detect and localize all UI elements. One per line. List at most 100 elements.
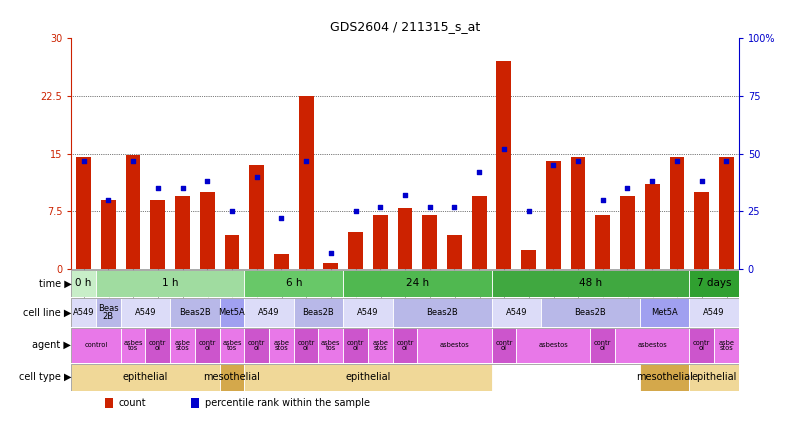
Text: A549: A549 [357,308,378,317]
Bar [245,364,492,391]
Bar [689,328,714,362]
Point [225,208,238,215]
Text: A549: A549 [134,308,156,317]
Point [126,157,139,164]
Text: contr
ol: contr ol [297,340,315,351]
Bar [398,208,412,270]
Point [349,208,362,215]
Text: 48 h: 48 h [579,278,602,288]
Bar [121,328,146,362]
Bar [126,155,140,270]
Bar [269,328,294,362]
Point [424,203,437,210]
Bar [245,270,343,297]
Bar [417,328,492,362]
Bar [294,328,318,362]
Point [720,157,733,164]
Text: A549: A549 [505,308,527,317]
Bar [151,200,165,270]
Text: contr
ol: contr ol [248,340,266,351]
Bar [249,165,264,270]
Bar [516,328,590,362]
Text: cell line ▶: cell line ▶ [23,307,71,317]
Text: GDS2604 / 211315_s_at: GDS2604 / 211315_s_at [330,20,480,33]
Bar [96,298,121,327]
Point [497,145,510,152]
Point [596,196,609,203]
Text: 7 days: 7 days [697,278,731,288]
Bar [71,298,96,327]
Text: A549: A549 [73,308,95,317]
Bar [294,298,343,327]
Bar [521,250,536,270]
Text: 0 h: 0 h [75,278,92,288]
Text: mesothelial: mesothelial [203,372,260,382]
Text: contr
ol: contr ol [347,340,364,351]
Bar [719,158,734,270]
Point [102,196,115,203]
Bar [146,328,170,362]
Bar [274,254,289,270]
Bar [104,398,113,408]
Point [399,192,411,199]
Point [671,157,684,164]
Bar [570,158,586,270]
Text: contr
ol: contr ol [594,340,612,351]
Text: asbe
stos: asbe stos [373,340,388,351]
Bar [170,328,195,362]
Point [275,215,288,222]
Bar [343,270,492,297]
Text: epithelial: epithelial [123,372,168,382]
Point [621,185,634,192]
Bar [645,184,659,270]
Text: A549: A549 [703,308,725,317]
Bar [170,298,220,327]
Text: contr
ol: contr ol [693,340,710,351]
Text: asbes
tos: asbes tos [321,340,340,351]
Text: agent ▶: agent ▶ [32,340,71,350]
Text: asbestos: asbestos [637,342,667,348]
Text: Beas2B: Beas2B [303,308,335,317]
Text: cell type ▶: cell type ▶ [19,372,71,382]
Text: Beas
2B: Beas 2B [98,304,119,321]
Bar [492,328,516,362]
Point [176,185,189,192]
Bar [694,192,709,270]
Text: asbes
tos: asbes tos [222,340,241,351]
Point [151,185,164,192]
Text: asbestos: asbestos [539,342,568,348]
Bar [492,270,689,297]
Bar [714,328,739,362]
Bar [670,158,684,270]
Bar [492,298,541,327]
Bar [220,328,245,362]
Text: mesothelial: mesothelial [636,372,693,382]
Bar [590,328,615,362]
Bar [71,270,96,297]
Text: asbe
stos: asbe stos [174,340,190,351]
Bar [541,298,640,327]
Point [646,178,659,185]
Text: 1 h: 1 h [162,278,178,288]
Bar [422,215,437,270]
Bar [101,200,116,270]
Text: asbes
tos: asbes tos [123,340,143,351]
Bar [343,298,393,327]
Text: A549: A549 [258,308,279,317]
Bar [546,161,561,270]
Bar [191,398,199,408]
Text: Met5A: Met5A [219,308,245,317]
Text: count: count [118,398,146,408]
Bar [200,192,215,270]
Bar [689,364,739,391]
Point [572,157,585,164]
Point [250,173,263,180]
Bar [96,270,245,297]
Bar [640,298,689,327]
Text: percentile rank within the sample: percentile rank within the sample [205,398,370,408]
Bar [471,196,487,270]
Bar [245,328,269,362]
Text: asbe
stos: asbe stos [718,340,735,351]
Point [77,157,90,164]
Bar [71,364,220,391]
